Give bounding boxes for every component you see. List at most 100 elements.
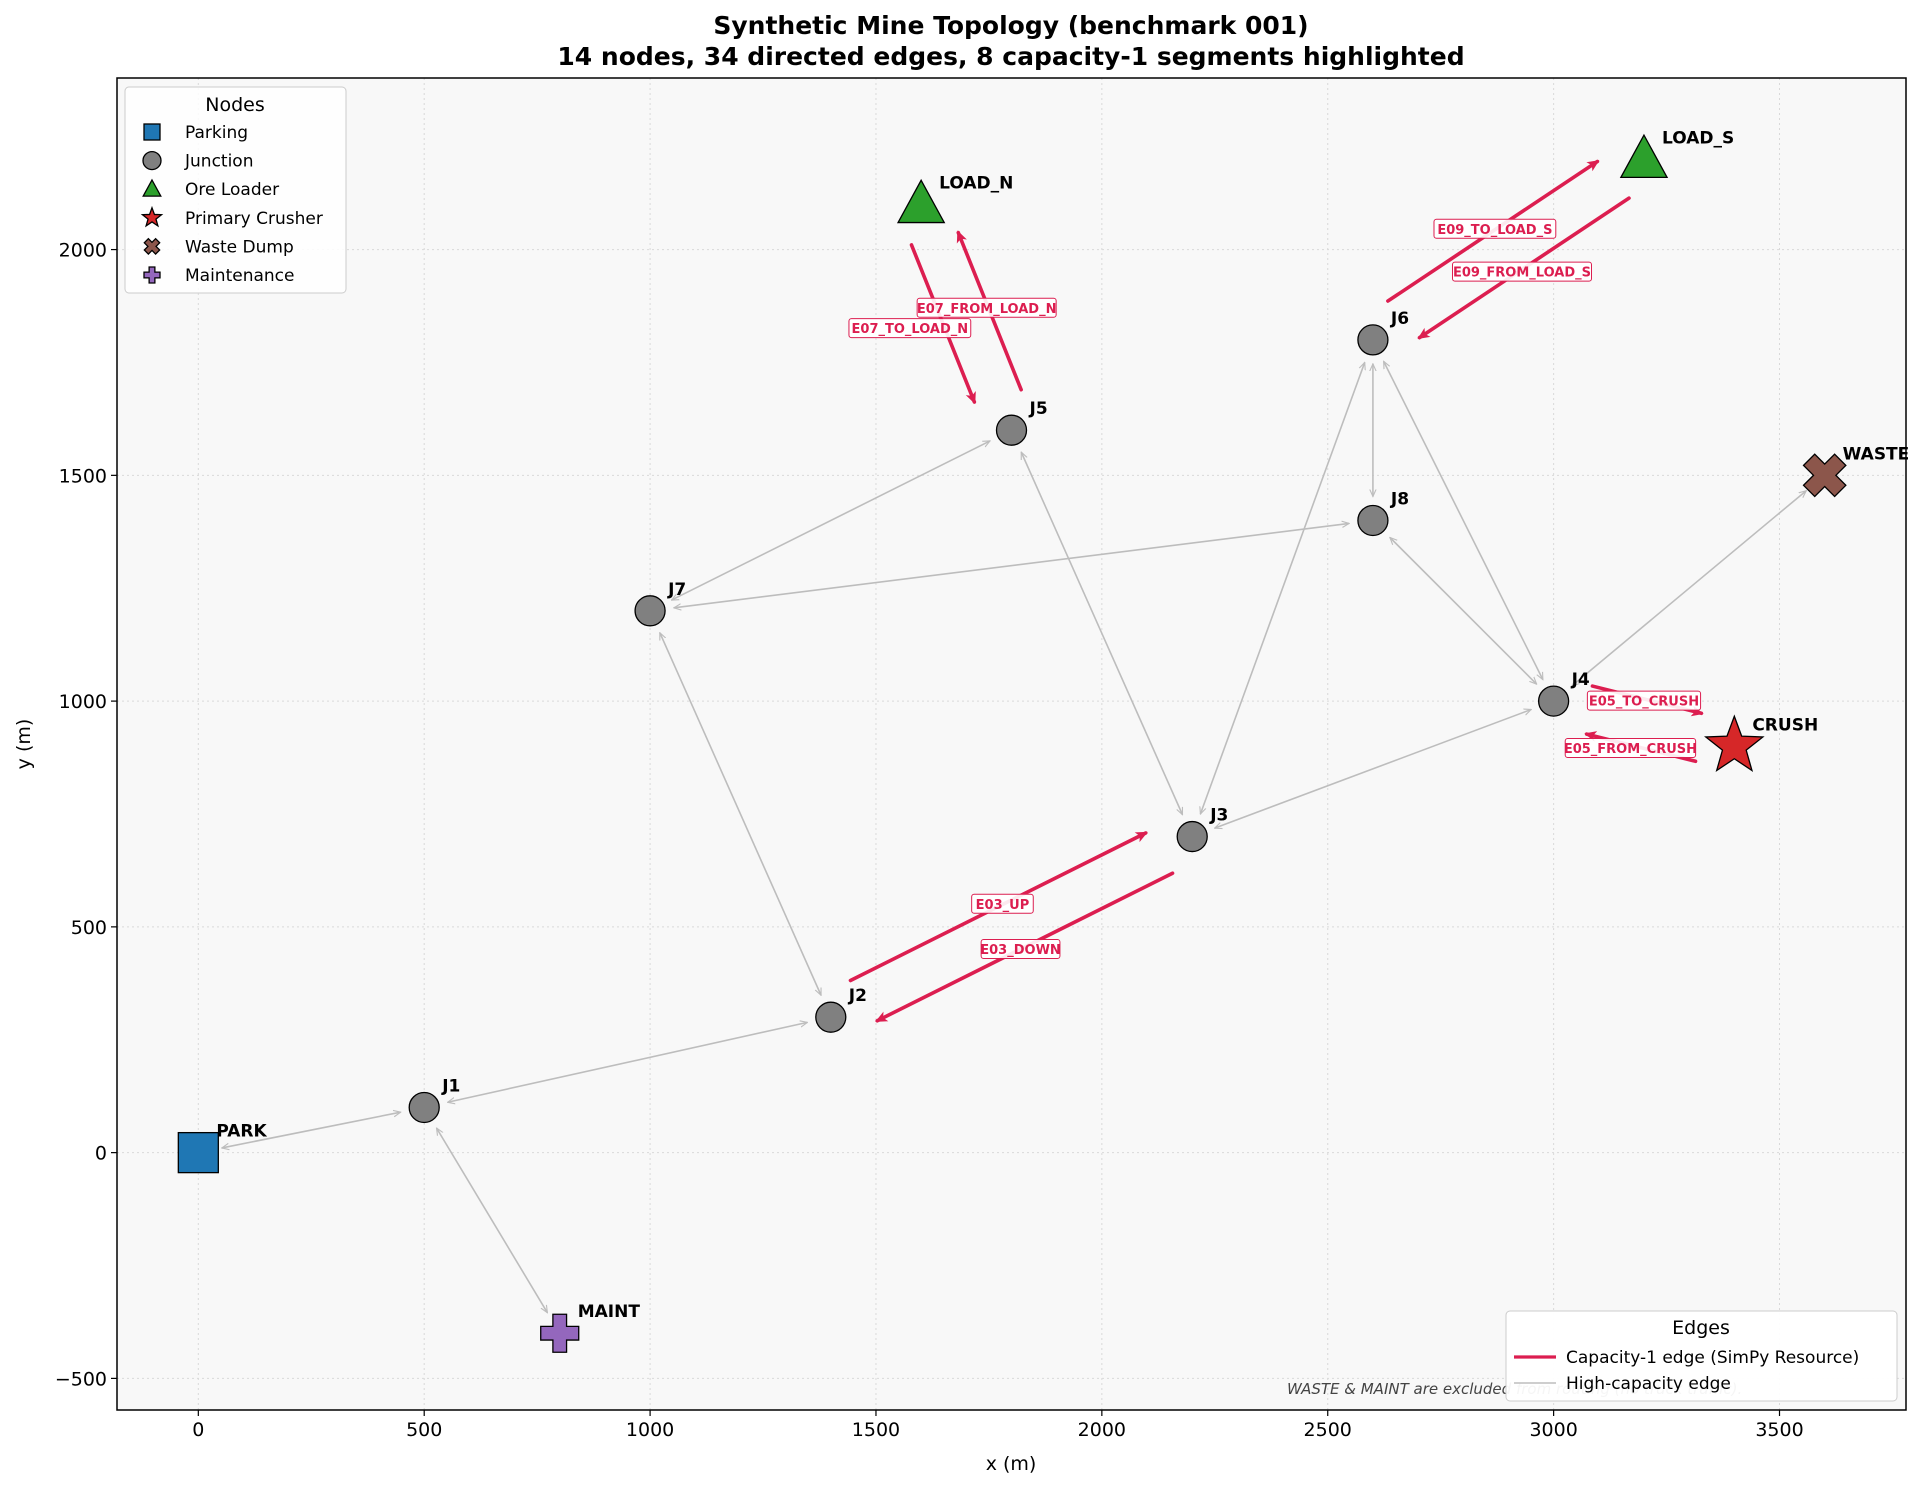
edge-tag-layer: E03_UP E03_DOWN E05_TO_CRUSH E05_FROM_CRUSH… <box>848 218 1702 959</box>
y-tick-label: −500 <box>55 1368 107 1390</box>
node-crush-marker <box>1704 714 1765 773</box>
edge-tag-e05-to-crush: E05_TO_CRUSH <box>1586 690 1702 711</box>
edge-tag-e09-from-load-s: E09_FROM_LOAD_S <box>1451 261 1592 282</box>
node-label-j2: J2 <box>848 986 867 1006</box>
x-tick-label: 0 <box>192 1419 204 1441</box>
y-tick-label: 500 <box>71 917 107 939</box>
node-load-s-marker <box>1619 133 1669 179</box>
x-tick-label: 3500 <box>1755 1419 1803 1441</box>
edge-tag-box <box>1451 261 1592 282</box>
node-label-load-n: LOAD_N <box>939 173 1013 193</box>
legend-square-icon <box>143 123 161 141</box>
node-label-j5: J5 <box>1029 399 1048 419</box>
edge-tag-box <box>980 938 1061 959</box>
edge-tag-box <box>1586 690 1702 711</box>
axes-frame <box>116 77 1907 1411</box>
edge-tag-text: E07_FROM_LOAD_N <box>917 302 1057 317</box>
x-tick-label: 500 <box>406 1419 442 1441</box>
nodes-legend-label: Ore Loader <box>185 180 279 200</box>
node-layer <box>177 133 1847 1353</box>
node-label-waste: WASTE <box>1843 444 1910 464</box>
nodes-legend-item: Ore Loader <box>142 178 279 200</box>
high-capacity-edge-j8-j4 <box>1390 537 1537 684</box>
y-tick-label: 1000 <box>59 691 107 713</box>
node-j6-marker <box>1357 324 1389 356</box>
node-j1-marker <box>408 1091 440 1124</box>
legend-plus-icon <box>143 266 161 284</box>
node-park-marker <box>177 1131 219 1174</box>
y-tick-label: 1500 <box>59 465 107 487</box>
y-tick-label: 0 <box>95 1143 107 1165</box>
node-label-crush: CRUSH <box>1752 715 1818 735</box>
nodes-legend-label: Waste Dump <box>185 237 294 257</box>
legend-triangle-icon <box>142 178 162 197</box>
high-capacity-edge-park-j1 <box>222 1112 401 1148</box>
edge-tag-box <box>1433 218 1557 239</box>
edge-tag-box <box>971 893 1034 914</box>
edge-tag-box <box>1564 738 1697 759</box>
edge-tag-text: E03_DOWN <box>980 943 1061 958</box>
node-label-j3: J3 <box>1209 806 1228 826</box>
node-load-n-marker <box>896 178 946 224</box>
high-capacity-edge-j1-maint <box>437 1128 548 1313</box>
node-label-j7: J7 <box>667 580 686 600</box>
nodes-legend-item: Maintenance <box>143 266 294 286</box>
edge-tag-text: E03_UP <box>976 898 1030 913</box>
edge-tag-box <box>916 297 1057 318</box>
node-j4-marker <box>1537 685 1570 717</box>
edge-tag-text: E09_TO_LOAD_S <box>1437 223 1552 238</box>
edges-legend: Edges Capacity-1 edge (SimPy Resource) Hi… <box>1505 1310 1898 1402</box>
edges-legend-item: High-capacity edge <box>1514 1374 1731 1394</box>
edge-tag-e03-up: E03_UP <box>971 893 1034 914</box>
node-label-load-s: LOAD_S <box>1662 128 1734 148</box>
nodes-legend-box <box>124 86 347 294</box>
edge-tag-e03-down: E03_DOWN <box>980 938 1061 959</box>
high-capacity-edge-j1-j2 <box>448 1022 808 1102</box>
node-waste-marker <box>1802 453 1847 498</box>
node-j8-marker <box>1357 504 1389 537</box>
edges-legend-label: High-capacity edge <box>1566 1374 1731 1394</box>
nodes-legend-title: Nodes <box>205 94 265 116</box>
node-maint-marker <box>540 1313 580 1353</box>
legend-star-icon <box>140 205 164 228</box>
edges-legend-label: Capacity-1 edge (SimPy Resource) <box>1566 1348 1859 1368</box>
x-tick-label: 3000 <box>1529 1419 1577 1441</box>
nodes-legend-item: Parking <box>143 123 248 143</box>
edges-legend-title: Edges <box>1672 1317 1730 1339</box>
node-j5-marker <box>995 414 1028 446</box>
chart-title: Synthetic Mine Topology (benchmark 001) <box>713 11 1308 40</box>
x-tick-label: 2000 <box>1078 1419 1126 1441</box>
edges-legend-box <box>1505 1310 1898 1402</box>
edge-tag-e05-from-crush: E05_FROM_CRUSH <box>1564 738 1697 759</box>
node-j3-marker <box>1176 820 1208 853</box>
high-capacity-edge-j2-j7 <box>659 633 822 996</box>
edge-tag-e07-to-load-n: E07_TO_LOAD_N <box>848 318 972 339</box>
nodes-legend-label: Maintenance <box>185 266 294 286</box>
node-label-j4: J4 <box>1571 670 1590 690</box>
x-tick-label: 1500 <box>852 1419 900 1441</box>
edge-tag-text: E05_FROM_CRUSH <box>1564 742 1697 757</box>
nodes-legend-item: Waste Dump <box>143 237 294 257</box>
nodes-legend-label: Parking <box>185 123 248 143</box>
chart-subtitle: 14 nodes, 34 directed edges, 8 capacity-… <box>557 42 1464 71</box>
nodes-legend-label: Junction <box>184 152 253 172</box>
node-label-j1: J1 <box>441 1076 460 1096</box>
node-label-maint: MAINT <box>578 1302 641 1322</box>
node-label-j8: J8 <box>1390 489 1409 509</box>
node-j7-marker <box>634 595 666 627</box>
edge-tag-e07-from-load-n: E07_FROM_LOAD_N <box>916 297 1057 318</box>
high-capacity-edge-j4-waste <box>1572 491 1806 686</box>
node-j2-marker <box>815 1001 847 1033</box>
edge-tag-text: E07_TO_LOAD_N <box>852 322 969 337</box>
edge-tag-e09-to-load-s: E09_TO_LOAD_S <box>1433 218 1557 239</box>
y-axis-label: y (m) <box>13 719 35 770</box>
nodes-legend-item: Primary Crusher <box>140 205 323 229</box>
x-tick-label: 2500 <box>1304 1419 1352 1441</box>
node-label-park: PARK <box>216 1122 267 1142</box>
edges-legend-item: Capacity-1 edge (SimPy Resource) <box>1514 1348 1859 1368</box>
axis-ticks: 0 500 1000 1500 2000 2500 3000 3500 −500 0 500 1000… <box>55 240 1804 1441</box>
edge-tag-text: E09_FROM_LOAD_S <box>1453 266 1591 281</box>
nodes-legend-item: Junction <box>142 150 253 172</box>
y-tick-label: 2000 <box>59 240 107 262</box>
